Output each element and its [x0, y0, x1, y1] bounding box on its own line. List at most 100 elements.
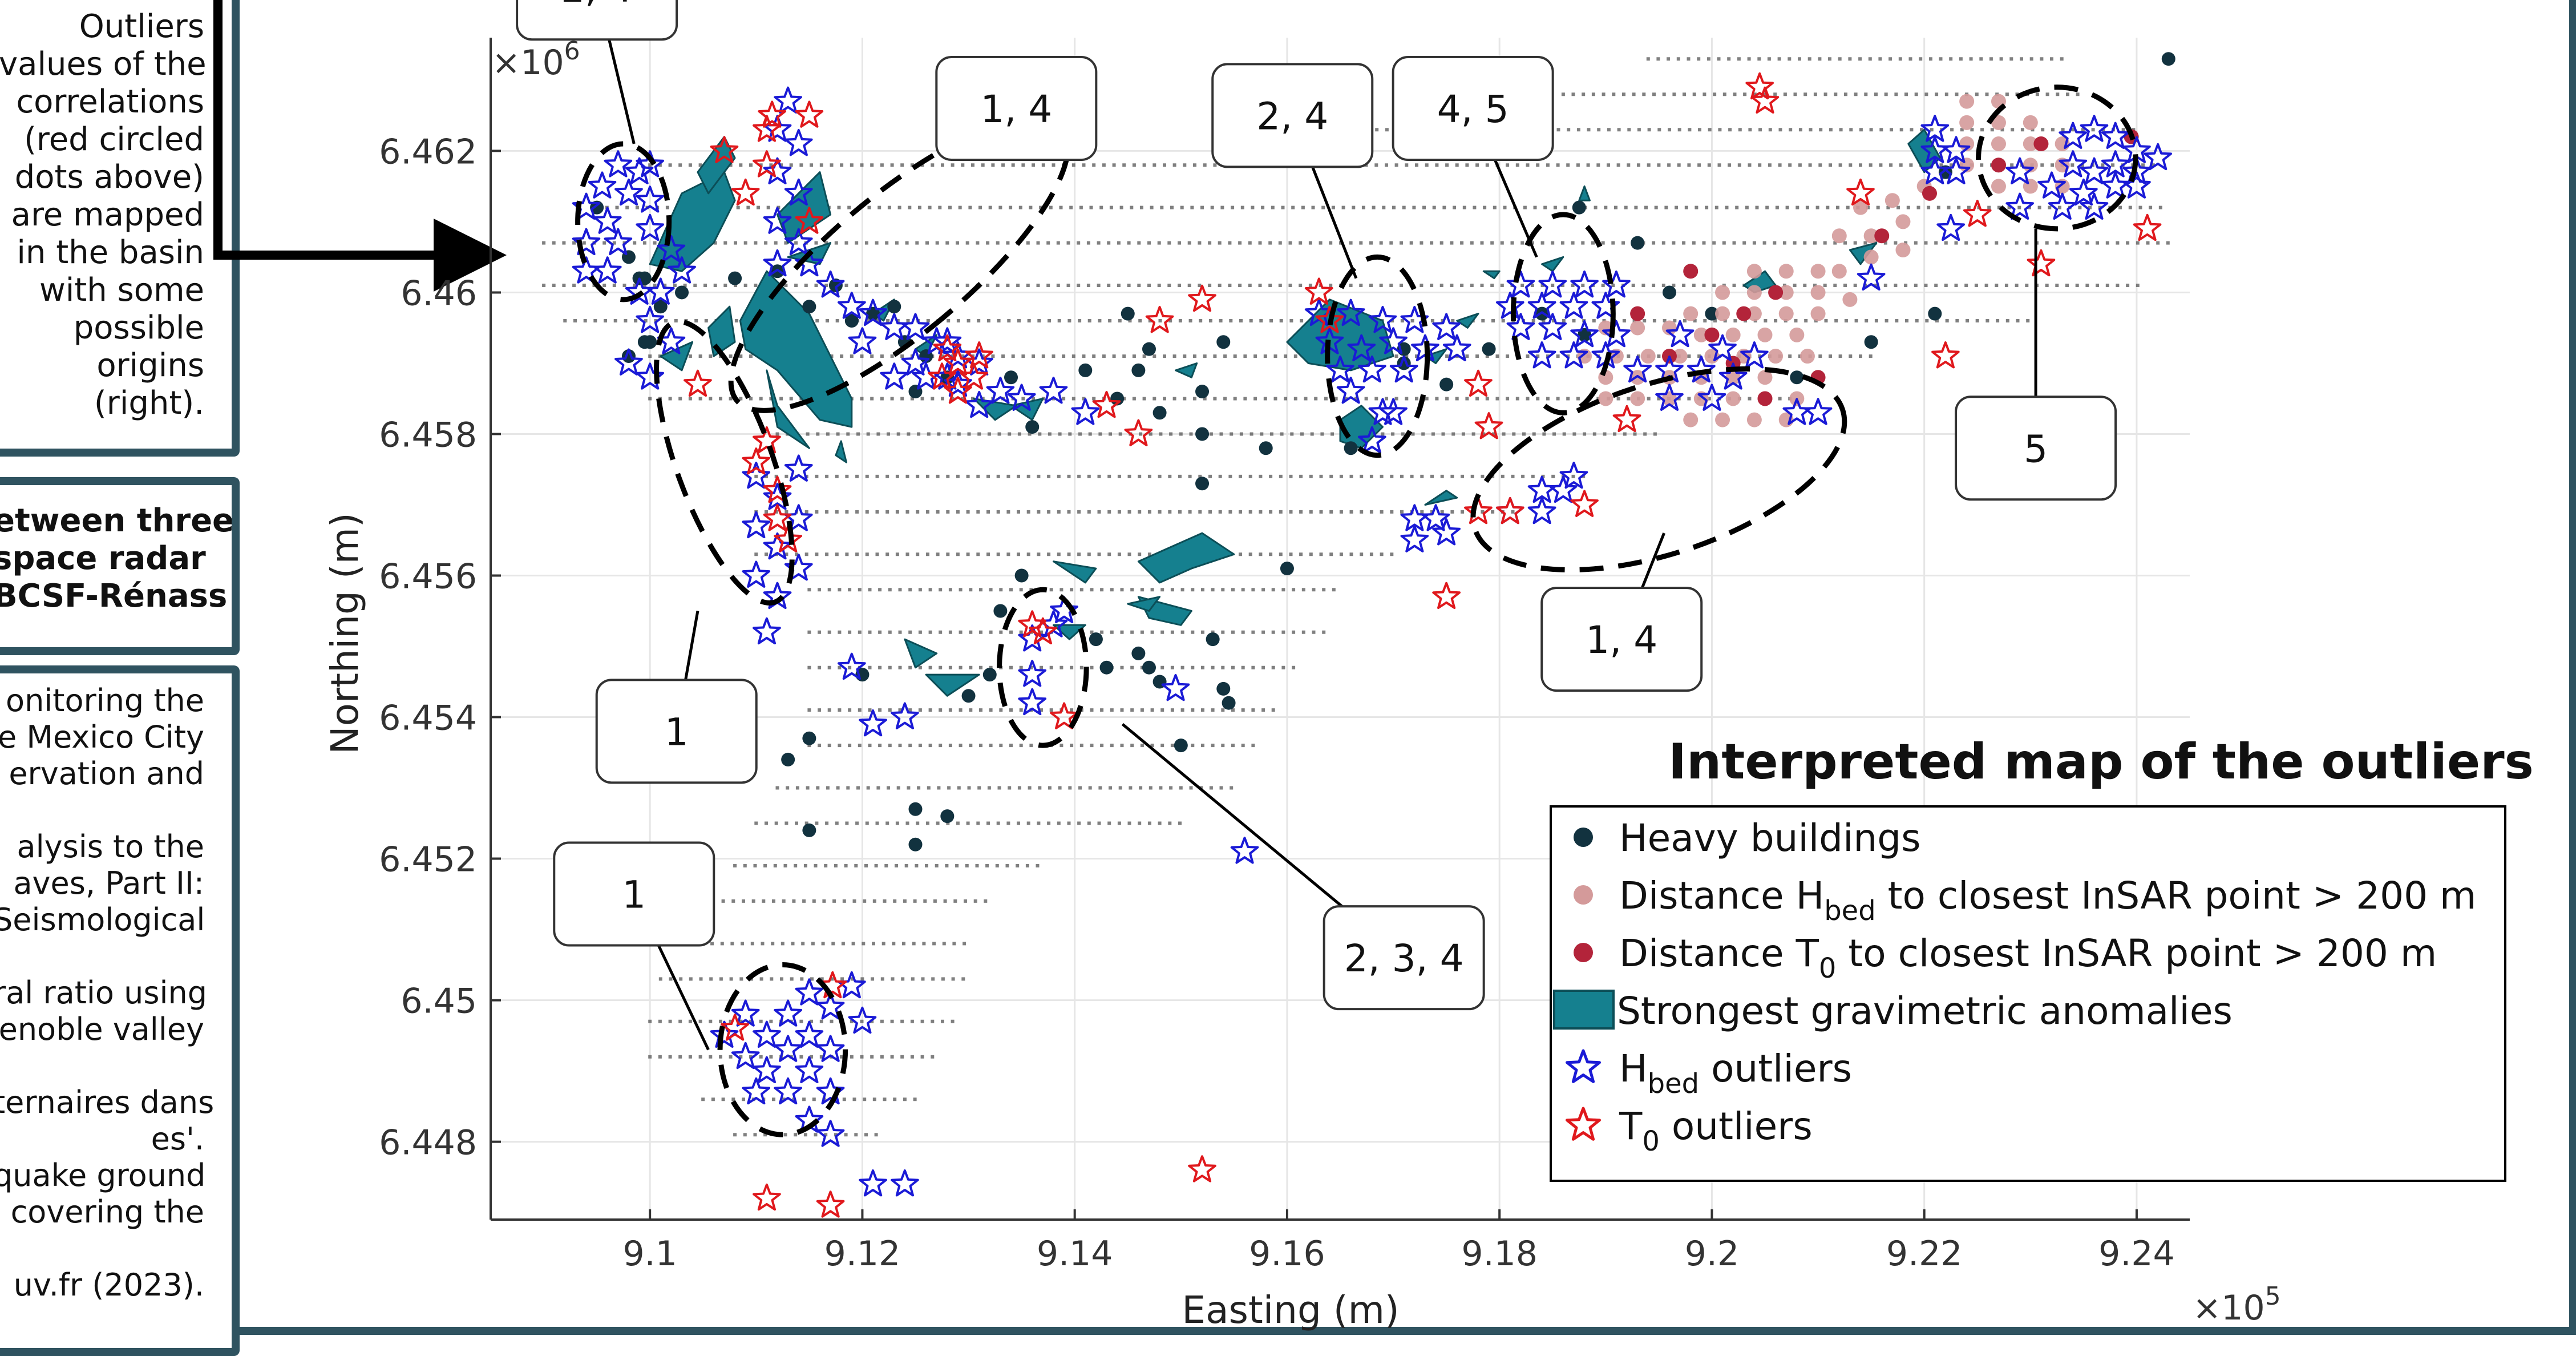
hbed-outlier-star: [859, 298, 887, 326]
axes: Easting (m) Northing (m) ×105 ×106 9.1 9.…: [323, 37, 2281, 1332]
hbed-distance-dot: [1778, 285, 1794, 300]
y-multiplier: ×106: [492, 37, 580, 83]
t0-distance-dot: [1991, 158, 2006, 173]
y-tick-label: 6.45: [401, 982, 477, 1022]
hbed-distance-dot: [1683, 412, 1699, 427]
heavy-building-dot: [1131, 646, 1146, 660]
hbed-outlier-star: [742, 560, 771, 588]
data-markers: [572, 52, 2175, 1218]
cluster-ellipse: [1976, 84, 2138, 232]
y-multiplier-exponent: 6: [564, 37, 580, 66]
t0-outlier-star: [1464, 497, 1493, 524]
hbed-distance-dot: [1757, 327, 1773, 342]
heavy-building-dot: [1174, 738, 1188, 753]
heavy-building-dot: [982, 668, 997, 682]
hbed-outlier-star: [604, 150, 633, 177]
heavy-building-dot: [1216, 681, 1231, 696]
annotation-box: [1211, 63, 1374, 168]
gravimetric-anomaly: [649, 171, 736, 272]
hbed-outlier-star: [1697, 384, 1726, 411]
t0-distance-dot: [1757, 391, 1773, 406]
hbed-distance-dot: [1746, 285, 1762, 300]
hbed-distance-dot: [1959, 115, 1975, 130]
legend-label: Strongest gravimetric anomalies: [1617, 989, 2233, 1033]
gravimetric-anomaly: [1456, 313, 1479, 329]
t0-outlier-star: [1846, 178, 1875, 206]
hbed-outlier-star: [2122, 171, 2151, 199]
info-panel-outliers: Outliers values of the correlations (red…: [0, 0, 240, 457]
annotation-box: [595, 679, 758, 784]
hbed-outlier-star: [1018, 660, 1047, 687]
t0-outlier-star: [1612, 405, 1641, 433]
hbed-outlier-star: [1803, 398, 1833, 425]
t0-distance-dot: [1768, 285, 1784, 300]
outliers-description: Outliers values of the correlations (red…: [0, 8, 207, 422]
heavy-building-dot: [844, 314, 859, 328]
t0-outlier-star: [1963, 200, 1992, 227]
hbed-outlier-star: [774, 1035, 802, 1062]
t0-distance-dot: [2033, 136, 2049, 152]
legend-marker-patch: [1553, 990, 1615, 1030]
hbed-outlier-star: [965, 390, 993, 418]
bottom-frame-rule: [240, 1327, 2576, 1335]
heavy-building-dot: [1195, 427, 1210, 441]
heavy-building-dot: [1631, 236, 1645, 250]
hbed-distance-dot: [1895, 214, 1911, 229]
gravimetric-anomaly: [697, 136, 736, 195]
t0-outlier-star: [1050, 702, 1078, 729]
hbed-distance-dot: [2023, 136, 2038, 152]
hbed-outlier-star: [753, 1020, 781, 1048]
hbed-outlier-star: [1527, 341, 1556, 369]
hbed-distance-dot: [1778, 264, 1794, 279]
heavy-building-dot: [993, 604, 1008, 618]
hbed-outlier-star: [1442, 334, 1471, 362]
hbed-distance-dot: [1863, 228, 1879, 244]
hbed-outlier-star: [588, 171, 617, 199]
heavy-building-dot: [1216, 335, 1231, 349]
legend-entry: Distance T0 to closest InSAR point > 200…: [1574, 931, 2437, 984]
hbed-outlier-star: [742, 511, 771, 539]
hbed-outlier-star: [2101, 150, 2130, 177]
hbed-outlier-star: [1432, 313, 1461, 340]
legend-entry: Hbed outliers: [1566, 1047, 1852, 1100]
hbed-outlier-star: [2037, 171, 2066, 199]
annotation-label: 1, 4: [1586, 618, 1657, 662]
hbed-outlier-star: [859, 709, 887, 737]
info-panel-radar: etween three space radar BCSF-Rénass: [0, 477, 240, 655]
right-frame-rule: [2569, 0, 2576, 1335]
hbed-outlier-star: [1506, 313, 1535, 340]
annotation-box: [516, 0, 678, 41]
hbed-outlier-star: [1718, 362, 1748, 390]
cluster-ellipse: [717, 962, 848, 1137]
hbed-outlier-star: [901, 348, 930, 376]
y-tick-label: 6.454: [379, 699, 477, 738]
hbed-outlier-star: [1857, 263, 1886, 291]
hbed-outlier-star: [636, 213, 664, 241]
hbed-distance-dot: [1831, 264, 1847, 279]
hbed-distance-dot: [1831, 228, 1847, 244]
t0-outlier-star: [965, 341, 993, 369]
hbed-outlier-star: [859, 1169, 887, 1197]
heavy-building-dot: [802, 823, 816, 837]
legend-label-suffix: to closest InSAR point > 200 m: [1836, 931, 2437, 975]
gravimetric-anomaly: [1424, 490, 1458, 506]
hbed-outlier-star: [753, 617, 781, 645]
gravimetric-anomaly: [1578, 185, 1591, 201]
heavy-building-dot: [1928, 306, 1942, 321]
heavy-building-dot: [1864, 335, 1878, 349]
y-axis-label: Northing (m): [323, 512, 367, 754]
annotation-box: [1392, 56, 1554, 162]
t0-outlier-star: [753, 426, 781, 454]
hbed-distance-dot: [1725, 391, 1741, 406]
hbed-outlier-star: [1050, 596, 1078, 623]
x-tick-label: 9.22: [1886, 1234, 1963, 1274]
hbed-outlier-star: [774, 86, 802, 114]
y-tick-label: 6.458: [379, 415, 477, 455]
hbed-outlier-star: [795, 1056, 824, 1083]
heavy-building-dot: [961, 689, 976, 703]
legend-label-subscript: 0: [1819, 953, 1837, 984]
t0-outlier-star: [928, 362, 956, 390]
hbed-outlier-star: [2059, 150, 2088, 177]
legend-label-suffix: outliers: [1699, 1047, 1852, 1091]
annotation-box: [1323, 905, 1485, 1011]
